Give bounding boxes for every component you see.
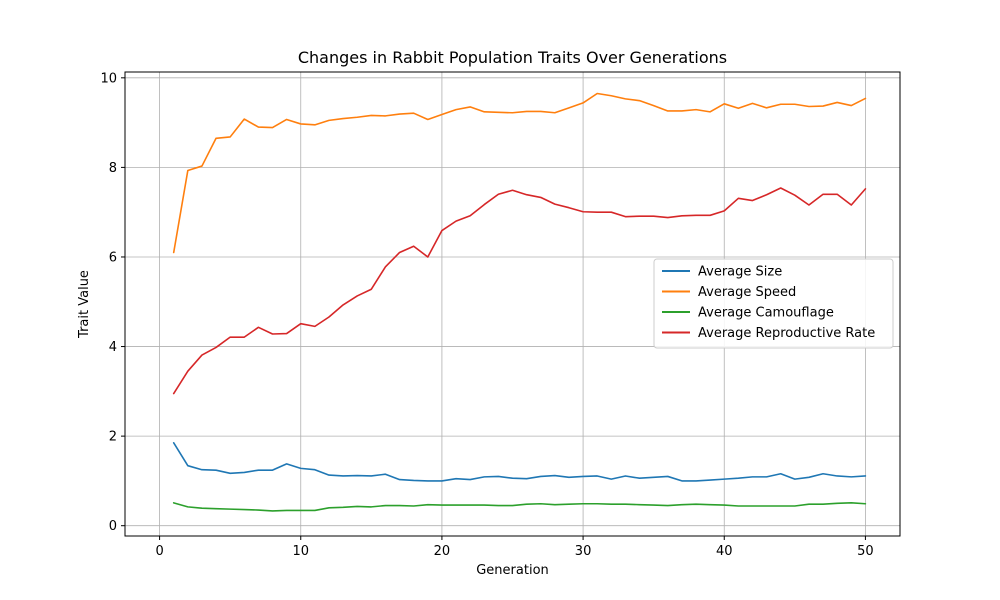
legend-label: Average Camouflage	[698, 306, 834, 321]
y-axis-label: Trait Value	[77, 270, 92, 339]
y-tick-label: 4	[109, 340, 117, 355]
legend-box	[653, 258, 894, 349]
series-line-3	[172, 502, 867, 512]
axis-ticks: 0 10 20 30 40 50 0 2 4 6 8 10	[100, 71, 873, 559]
y-tick-label: 2	[109, 430, 117, 445]
chart-title: Changes in Rabbit Population Traits Over…	[298, 48, 727, 67]
x-tick-label: 20	[434, 544, 451, 559]
series-line-4	[172, 187, 867, 395]
x-axis-label: Generation	[476, 563, 549, 578]
legend-label: Average Size	[698, 265, 782, 280]
x-tick-label: 10	[292, 544, 309, 559]
x-tick-label: 40	[716, 544, 733, 559]
x-tick-label: 0	[155, 544, 163, 559]
y-tick-label: 6	[109, 250, 117, 265]
y-tick-label: 10	[100, 71, 117, 86]
x-tick-label: 50	[857, 544, 874, 559]
legend: Average Size Average Speed Average Camoufl…	[653, 258, 894, 349]
series-line-1	[172, 442, 867, 482]
legend-label: Average Speed	[698, 285, 796, 300]
series-line-2	[172, 92, 867, 254]
series-lines	[172, 92, 867, 512]
legend-label: Average Reproductive Rate	[698, 326, 875, 341]
plot-frame	[124, 71, 901, 537]
y-tick-label: 8	[109, 161, 117, 176]
x-tick-label: 30	[575, 544, 592, 559]
y-tick-label: 0	[109, 519, 117, 534]
